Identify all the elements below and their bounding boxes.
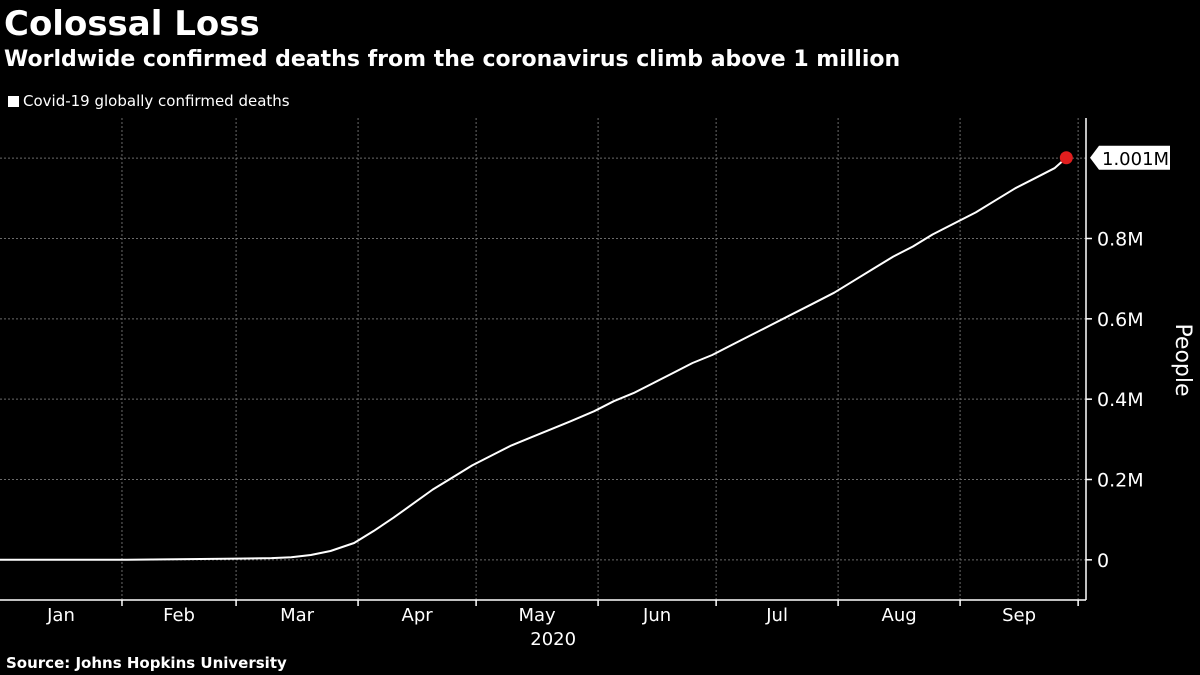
gridlines <box>0 118 1086 600</box>
series-line <box>0 157 1067 561</box>
axes <box>0 118 1092 606</box>
x-tick-label: Jun <box>642 605 671 626</box>
legend: Covid-19 globally confirmed deaths <box>8 91 290 111</box>
tick-labels: 0 0.2M 0.4M 0.6M 0.8M Jan Feb Mar Apr May Jun Jul Au… <box>46 145 1195 650</box>
series-layer <box>0 151 1073 561</box>
x-axis-label: 2020 <box>530 629 576 650</box>
x-tick-label: Feb <box>163 605 195 626</box>
y-tick-label: 0.4M <box>1097 389 1144 411</box>
y-tick-label: 0.8M <box>1097 229 1144 251</box>
x-tick-label: Jan <box>46 605 75 626</box>
y-axis-label: People <box>1170 323 1195 396</box>
legend-label: Covid-19 globally confirmed deaths <box>23 92 290 110</box>
end-point-marker <box>1059 151 1073 165</box>
x-tick-label: Sep <box>1002 605 1036 626</box>
x-tick-label: Jul <box>765 605 788 626</box>
y-tick-label: 0.2M <box>1097 470 1144 492</box>
x-tick-label: Apr <box>402 605 434 626</box>
legend-swatch <box>8 95 19 107</box>
x-tick-label: May <box>518 605 556 626</box>
x-tick-label: Aug <box>882 605 917 626</box>
y-tick-label: 0 <box>1097 550 1109 572</box>
last-value-label: 1.001M <box>1102 149 1169 170</box>
chart-title: Colossal Loss <box>4 4 260 44</box>
source-note: Source: Johns Hopkins University <box>6 654 287 672</box>
last-value-callout <box>1090 145 1170 170</box>
chart-subtitle: Worldwide confirmed deaths from the coro… <box>4 47 901 72</box>
x-tick-label: Mar <box>280 605 315 626</box>
y-tick-label: 0.6M <box>1097 309 1144 331</box>
